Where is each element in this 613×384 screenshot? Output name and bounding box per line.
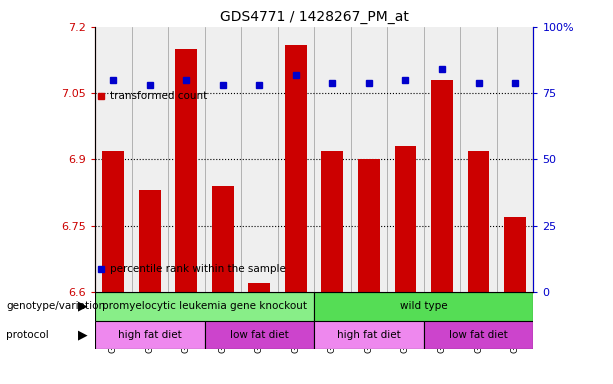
Text: ▶: ▶ [78,329,88,341]
Bar [321,151,343,292]
Bar [285,45,307,292]
Title: GDS4771 / 1428267_PM_at: GDS4771 / 1428267_PM_at [219,10,409,25]
Bar [351,27,387,292]
Text: low fat diet: low fat diet [230,330,289,340]
Bar [424,27,460,292]
Bar [205,321,314,349]
Bar [358,159,380,292]
Bar [241,27,278,292]
Bar [168,27,205,292]
Text: percentile rank within the sample: percentile rank within the sample [110,264,286,274]
Bar [95,292,314,321]
Bar [102,151,124,292]
Bar [212,186,234,292]
Text: genotype/variation: genotype/variation [6,301,105,311]
Bar [504,217,526,292]
Text: high fat diet: high fat diet [337,330,401,340]
Text: transformed count: transformed count [110,91,208,101]
Bar [460,27,497,292]
Bar [387,27,424,292]
Text: promyelocytic leukemia gene knockout: promyelocytic leukemia gene knockout [102,301,307,311]
Bar [314,27,351,292]
Bar [132,27,168,292]
Bar [314,292,533,321]
Bar [468,151,489,292]
Text: wild type: wild type [400,301,447,311]
Bar [497,27,533,292]
Bar [205,27,241,292]
Bar [431,80,453,292]
Text: high fat diet: high fat diet [118,330,181,340]
Bar [139,190,161,292]
Bar [175,49,197,292]
Text: ▶: ▶ [78,300,88,313]
Text: protocol: protocol [6,330,49,340]
Bar [95,27,132,292]
Bar [314,321,424,349]
Bar [424,321,533,349]
Bar [278,27,314,292]
Bar [95,321,205,349]
Bar [395,146,416,292]
Bar [248,283,270,292]
Text: low fat diet: low fat diet [449,330,508,340]
